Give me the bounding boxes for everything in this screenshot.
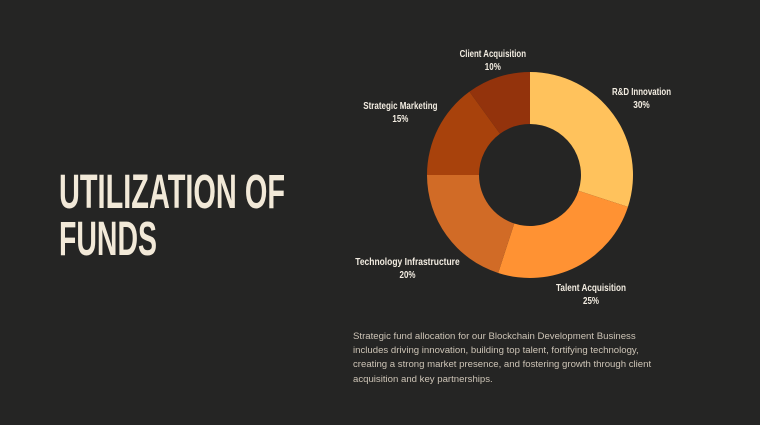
svg-text:R&D Innovation: R&D Innovation <box>612 86 671 98</box>
svg-text:25%: 25% <box>583 295 600 307</box>
svg-text:20%: 20% <box>400 269 417 281</box>
svg-text:10%: 10% <box>485 61 502 73</box>
svg-text:Talent Acquisition: Talent Acquisition <box>556 282 626 294</box>
svg-text:30%: 30% <box>633 99 650 111</box>
svg-text:Technology Infrastructure: Technology Infrastructure <box>355 256 460 268</box>
svg-text:15%: 15% <box>392 113 409 125</box>
svg-text:Client Acquisition: Client Acquisition <box>460 48 526 60</box>
svg-text:Strategic Marketing: Strategic Marketing <box>363 100 437 112</box>
